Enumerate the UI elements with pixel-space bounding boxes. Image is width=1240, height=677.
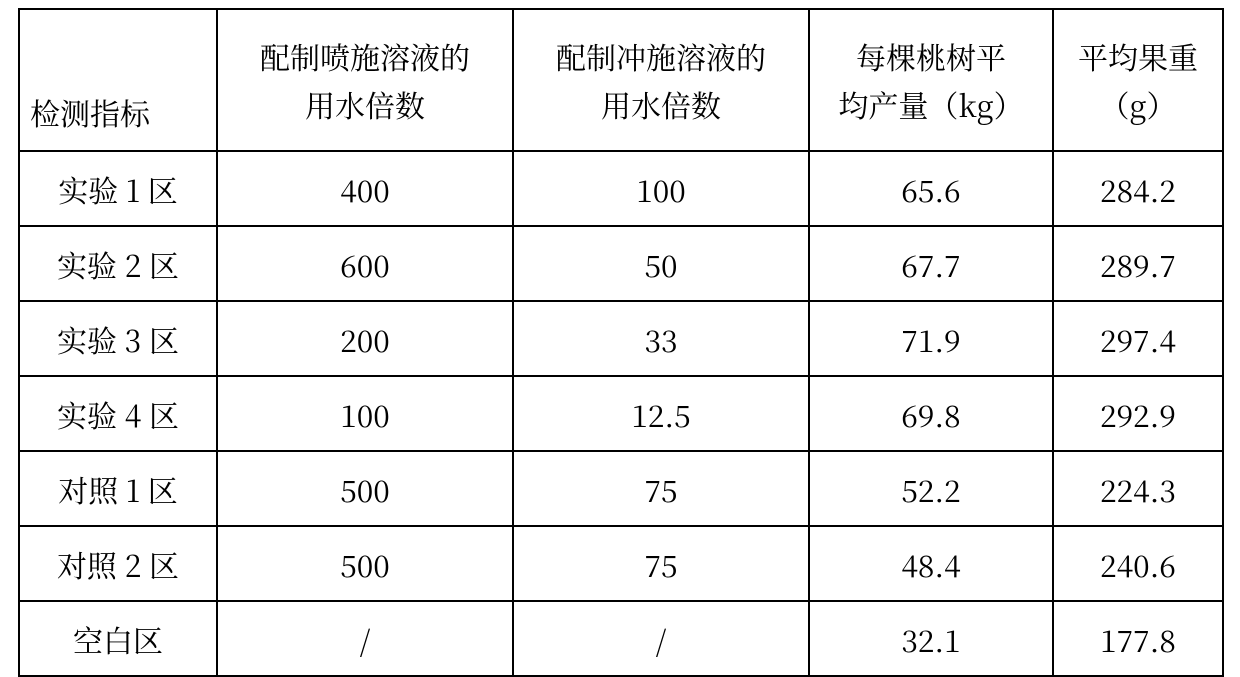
table-row: 实验 3 区 200 33 71.9 297.4: [19, 301, 1223, 376]
cell-spray-mult: /: [217, 601, 513, 676]
cell-label: 实验 2 区: [19, 226, 217, 301]
table-row: 实验 2 区 600 50 67.7 289.7: [19, 226, 1223, 301]
cell-yield: 71.9: [809, 301, 1053, 376]
cell-label: 实验 1 区: [19, 151, 217, 226]
cell-label: 实验 3 区: [19, 301, 217, 376]
cell-yield: 69.8: [809, 376, 1053, 451]
cell-spray-mult: 100: [217, 376, 513, 451]
cell-spray-mult: 500: [217, 526, 513, 601]
data-table: 检测指标 配制喷施溶液的用水倍数 配制冲施溶液的用水倍数 每棵桃树平均产量（kg…: [18, 8, 1224, 677]
cell-spray-mult: 500: [217, 451, 513, 526]
cell-spray-mult: 200: [217, 301, 513, 376]
cell-fruit: 240.6: [1053, 526, 1223, 601]
cell-fruit: 297.4: [1053, 301, 1223, 376]
col-header-metric: 检测指标: [19, 9, 217, 151]
cell-yield: 65.6: [809, 151, 1053, 226]
cell-yield: 48.4: [809, 526, 1053, 601]
cell-fruit: 224.3: [1053, 451, 1223, 526]
cell-spray-mult: 400: [217, 151, 513, 226]
cell-flush-mult: 12.5: [513, 376, 809, 451]
cell-flush-mult: /: [513, 601, 809, 676]
table-header-row: 检测指标 配制喷施溶液的用水倍数 配制冲施溶液的用水倍数 每棵桃树平均产量（kg…: [19, 9, 1223, 151]
cell-label: 实验 4 区: [19, 376, 217, 451]
table-row: 对照 2 区 500 75 48.4 240.6: [19, 526, 1223, 601]
cell-flush-mult: 75: [513, 451, 809, 526]
col-header-fruit-weight: 平均果重（g）: [1053, 9, 1223, 151]
col-header-spray-mult: 配制喷施溶液的用水倍数: [217, 9, 513, 151]
cell-label: 对照 2 区: [19, 526, 217, 601]
table-container: 检测指标 配制喷施溶液的用水倍数 配制冲施溶液的用水倍数 每棵桃树平均产量（kg…: [0, 0, 1240, 663]
cell-label: 对照 1 区: [19, 451, 217, 526]
cell-flush-mult: 100: [513, 151, 809, 226]
cell-flush-mult: 33: [513, 301, 809, 376]
col-header-flush-mult: 配制冲施溶液的用水倍数: [513, 9, 809, 151]
cell-flush-mult: 50: [513, 226, 809, 301]
cell-fruit: 177.8: [1053, 601, 1223, 676]
cell-yield: 52.2: [809, 451, 1053, 526]
cell-yield: 67.7: [809, 226, 1053, 301]
cell-fruit: 284.2: [1053, 151, 1223, 226]
table-row: 实验 4 区 100 12.5 69.8 292.9: [19, 376, 1223, 451]
cell-fruit: 289.7: [1053, 226, 1223, 301]
cell-label: 空白区: [19, 601, 217, 676]
cell-fruit: 292.9: [1053, 376, 1223, 451]
table-row: 对照 1 区 500 75 52.2 224.3: [19, 451, 1223, 526]
col-header-yield: 每棵桃树平均产量（kg）: [809, 9, 1053, 151]
table-row: 实验 1 区 400 100 65.6 284.2: [19, 151, 1223, 226]
cell-flush-mult: 75: [513, 526, 809, 601]
cell-spray-mult: 600: [217, 226, 513, 301]
table-row: 空白区 / / 32.1 177.8: [19, 601, 1223, 676]
cell-yield: 32.1: [809, 601, 1053, 676]
